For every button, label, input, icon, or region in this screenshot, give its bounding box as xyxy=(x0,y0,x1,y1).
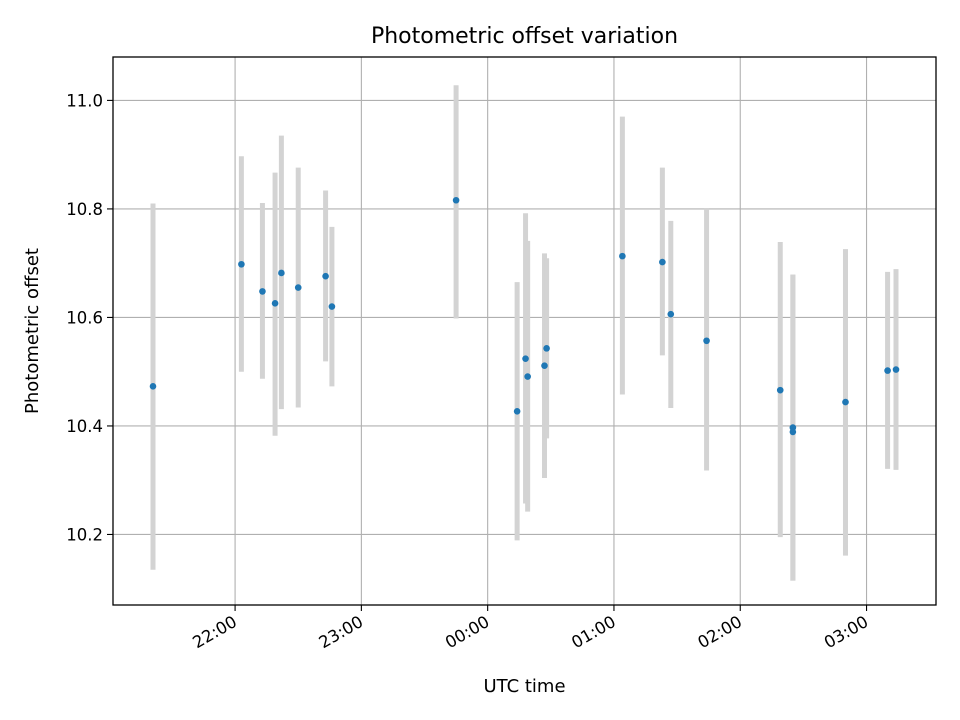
data-point xyxy=(328,303,336,310)
data-point xyxy=(842,398,849,406)
data-point xyxy=(238,260,245,268)
data-point xyxy=(659,258,666,266)
data-point xyxy=(667,310,675,318)
data-point xyxy=(776,386,784,394)
data-point xyxy=(543,345,550,352)
data-point xyxy=(789,428,797,436)
data-point xyxy=(892,366,900,373)
data-point xyxy=(322,272,329,280)
data-point xyxy=(884,367,891,374)
y-tick-label: 10.2 xyxy=(66,525,103,544)
y-tick-label: 10.8 xyxy=(66,200,103,219)
chart-title: Photometric offset variation xyxy=(371,24,678,49)
data-point xyxy=(619,252,626,260)
y-tick-label: 10.6 xyxy=(66,308,103,327)
data-point xyxy=(278,269,285,277)
data-point xyxy=(541,362,548,370)
data-point xyxy=(513,408,521,415)
plot-frame xyxy=(112,56,937,606)
y-axis-ticks: 10.2 10.4 10.6 10.8 11.0 xyxy=(66,91,113,544)
data-points xyxy=(149,196,900,436)
data-point xyxy=(259,288,266,295)
data-point xyxy=(271,300,279,307)
data-point xyxy=(149,383,157,390)
data-point xyxy=(522,355,529,362)
y-axis-label: Photometric offset xyxy=(22,248,43,414)
data-point xyxy=(524,373,531,380)
data-point xyxy=(294,284,302,291)
y-tick-label: 10.4 xyxy=(66,417,103,436)
x-axis-label: UTC time xyxy=(483,676,565,697)
data-point xyxy=(703,337,710,345)
data-point xyxy=(452,196,460,204)
y-tick-label: 11.0 xyxy=(66,91,103,110)
